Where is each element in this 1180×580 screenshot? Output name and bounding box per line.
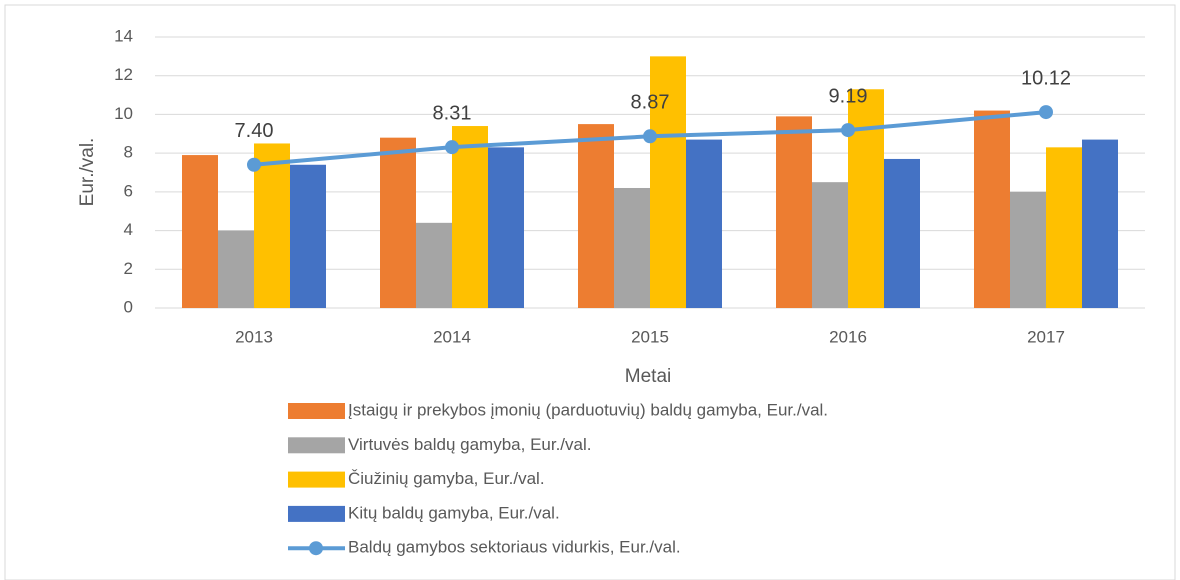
x-tick-label: 2014	[433, 327, 471, 346]
line-point	[643, 129, 657, 144]
line-point	[1039, 105, 1053, 120]
y-tick-label: 10	[114, 104, 133, 123]
bar	[812, 182, 848, 308]
bar	[974, 110, 1010, 308]
x-axis-label: Metai	[625, 366, 671, 387]
bar	[1082, 139, 1118, 308]
bar	[578, 124, 614, 308]
x-tick-label: 2013	[235, 327, 273, 346]
bar	[614, 187, 650, 308]
bar	[416, 222, 452, 308]
y-tick-label: 4	[124, 220, 133, 239]
bar	[1046, 147, 1082, 308]
y-axis-label: Eur./val.	[77, 138, 98, 207]
data-label: 7.40	[235, 120, 274, 142]
y-tick-label: 12	[114, 65, 133, 84]
legend-swatch	[288, 437, 345, 454]
legend-swatch	[309, 541, 323, 556]
bar	[884, 158, 920, 308]
data-label: 9.19	[829, 85, 868, 107]
bar	[650, 56, 686, 308]
bar	[290, 164, 326, 308]
bar	[776, 116, 812, 308]
y-tick-label: 2	[124, 259, 133, 278]
x-tick-label: 2016	[829, 327, 867, 346]
y-tick-label: 14	[114, 26, 133, 45]
legend-swatch	[288, 403, 345, 419]
bar	[254, 143, 290, 308]
line-point	[445, 140, 459, 155]
x-tick-label: 2017	[1027, 327, 1065, 346]
bar	[182, 155, 218, 308]
line-point	[841, 123, 855, 138]
legend-swatch	[288, 471, 345, 488]
y-tick-label: 8	[124, 143, 133, 162]
y-tick-label: 0	[124, 297, 133, 316]
bar	[452, 126, 488, 309]
bar	[1010, 191, 1046, 308]
legend-label: Čiužinių gamyba, Eur./val.	[348, 469, 545, 488]
data-label: 8.87	[631, 92, 670, 114]
line-point	[247, 157, 261, 172]
bar	[488, 147, 524, 308]
bar	[686, 139, 722, 308]
legend-label: Įstaigų ir prekybos įmonių (parduotuvių)…	[348, 400, 828, 419]
bar	[848, 89, 884, 308]
data-label: 10.12	[1021, 67, 1071, 89]
bar	[218, 230, 254, 308]
bar	[380, 137, 416, 308]
y-tick-label: 6	[124, 181, 133, 200]
legend-label: Virtuvės baldų gamyba, Eur./val.	[348, 435, 592, 454]
x-tick-label: 2015	[631, 327, 669, 346]
data-label: 8.31	[433, 102, 472, 124]
legend-label: Baldų gamybos sektoriaus vidurkis, Eur./…	[348, 538, 681, 557]
legend-label: Kitų baldų gamyba, Eur./val.	[348, 503, 560, 522]
legend-swatch	[288, 505, 345, 522]
